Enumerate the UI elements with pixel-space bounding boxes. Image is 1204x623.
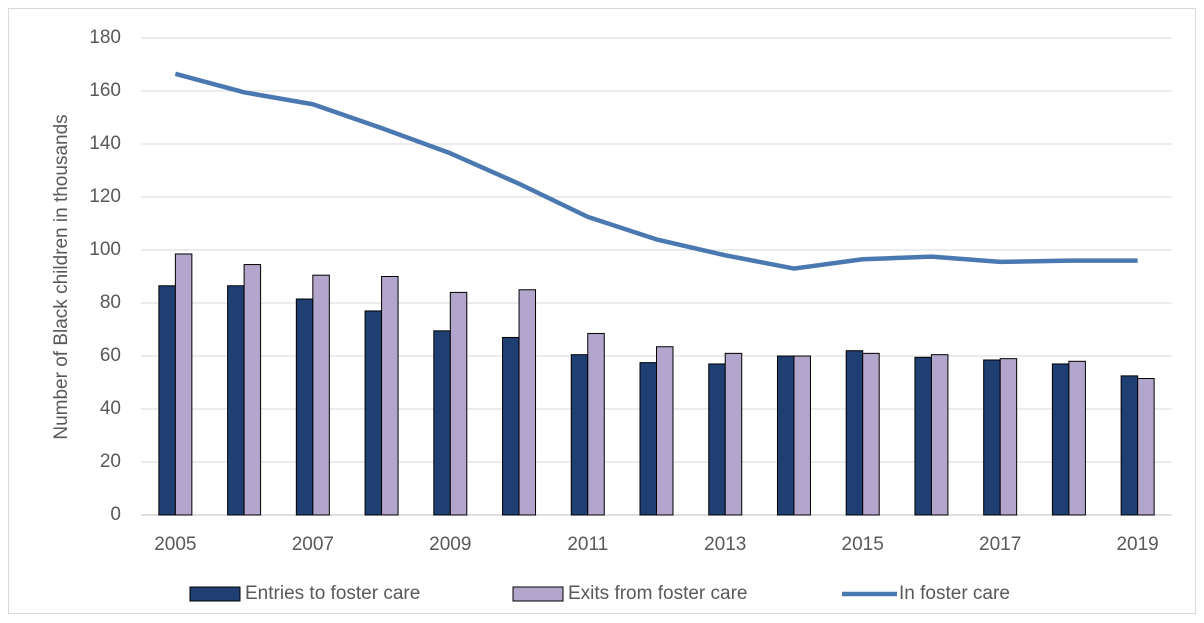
line xyxy=(174,71,1138,271)
bar xyxy=(449,291,468,516)
bar xyxy=(174,253,193,516)
bar xyxy=(295,298,314,516)
y-tick-label: 20 xyxy=(100,451,121,472)
bar xyxy=(983,359,1001,516)
bar xyxy=(364,310,383,516)
bar xyxy=(227,285,245,516)
x-tick-label: 2009 xyxy=(429,534,471,555)
legend-label: Exits from foster care xyxy=(568,583,748,604)
bar xyxy=(1137,378,1155,516)
y-axis-label: Number of Black children in thousands xyxy=(51,114,72,439)
y-tick-label: 0 xyxy=(110,504,121,525)
bar xyxy=(930,354,949,516)
bar xyxy=(158,285,176,516)
bar xyxy=(845,350,864,516)
bar xyxy=(776,355,795,516)
y-tick-label: 80 xyxy=(100,292,121,313)
bar xyxy=(639,362,657,516)
y-tick-label: 120 xyxy=(89,186,121,207)
x-tick-label: 2005 xyxy=(154,534,196,555)
y-tick-label: 60 xyxy=(100,345,121,366)
bar xyxy=(914,356,932,516)
legend-swatch xyxy=(189,586,241,602)
bar xyxy=(381,276,399,516)
bar xyxy=(1120,375,1139,516)
x-tick-label: 2013 xyxy=(704,534,746,555)
x-tick-label: 2017 xyxy=(979,534,1021,555)
bar xyxy=(708,363,726,516)
y-tick-label: 100 xyxy=(89,239,121,260)
legend-label: In foster care xyxy=(899,583,1010,604)
x-tick-label: 2011 xyxy=(567,534,608,555)
bar xyxy=(793,355,811,516)
y-tick-label: 180 xyxy=(89,27,121,48)
bar xyxy=(502,336,520,516)
bar xyxy=(312,274,330,516)
bar xyxy=(570,354,589,516)
bar xyxy=(724,352,743,516)
legend-label: Entries to foster care xyxy=(245,583,420,604)
y-tick-label: 160 xyxy=(89,80,121,101)
bar xyxy=(587,332,605,516)
bar xyxy=(656,346,674,516)
y-tick-label: 140 xyxy=(89,133,121,154)
x-tick-label: 2019 xyxy=(1116,534,1158,555)
bar xyxy=(518,289,537,516)
bar xyxy=(1051,363,1070,516)
bar xyxy=(999,358,1018,516)
bar xyxy=(862,352,880,516)
bar xyxy=(1068,360,1086,516)
bar xyxy=(243,264,262,516)
x-tick-label: 2015 xyxy=(842,534,884,555)
y-tick-label: 40 xyxy=(100,398,121,419)
x-tick-label: 2007 xyxy=(292,534,334,555)
legend-swatch xyxy=(512,586,564,602)
bar xyxy=(433,330,451,516)
